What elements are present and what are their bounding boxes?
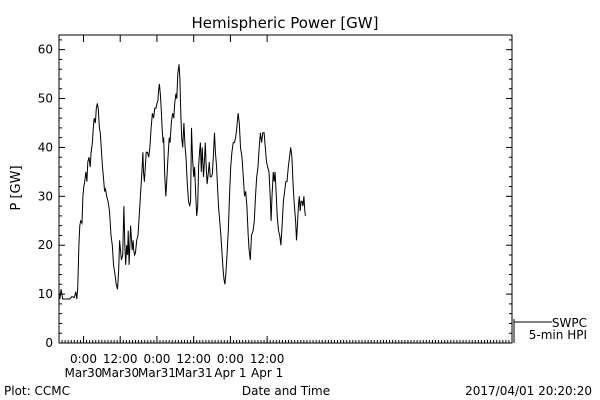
plot-credit: Plot: CCMC	[4, 384, 70, 398]
x-tick-label-date: Mar30	[65, 366, 103, 380]
y-tick-label: 60	[38, 43, 53, 57]
x-tick-label-time: 12:00	[176, 352, 211, 366]
x-tick-label-date: Mar31	[138, 366, 176, 380]
x-tick-label-time: 0:00	[70, 352, 97, 366]
y-tick-label: 50	[38, 92, 53, 106]
x-axis-label: Date and Time	[242, 384, 330, 398]
x-tick-label-time: 12:00	[250, 352, 285, 366]
x-tick-label-time: 12:00	[103, 352, 138, 366]
chart-title: Hemispheric Power [GW]	[192, 14, 379, 32]
plot-frame	[58, 34, 513, 344]
y-tick-label: 20	[38, 238, 53, 252]
x-tick-label-date: Apr 1	[214, 366, 246, 380]
x-tick-label-date: Mar31	[175, 366, 213, 380]
x-tick-label-time: 0:00	[143, 352, 170, 366]
y-tick-label: 30	[38, 189, 53, 203]
legend-label-swpc: SWPC	[552, 316, 587, 330]
plot-axes: 01020304050600:00Mar3012:00Mar300:00Mar3…	[38, 34, 513, 380]
y-tick-label: 40	[38, 140, 53, 154]
y-tick-label: 0	[45, 336, 53, 350]
y-tick-label: 10	[38, 287, 53, 301]
x-tick-label-date: Apr 1	[251, 366, 283, 380]
x-tick-label-date: Mar30	[101, 366, 139, 380]
swpc-power-line	[58, 64, 306, 300]
legend-label-hpi: 5-min HPI	[529, 328, 587, 342]
plot-timestamp: 2017/04/01 20:20:20	[465, 384, 592, 398]
series-group	[58, 64, 306, 300]
y-axis-label: P [GW]	[9, 165, 24, 210]
x-tick-label-time: 0:00	[217, 352, 244, 366]
